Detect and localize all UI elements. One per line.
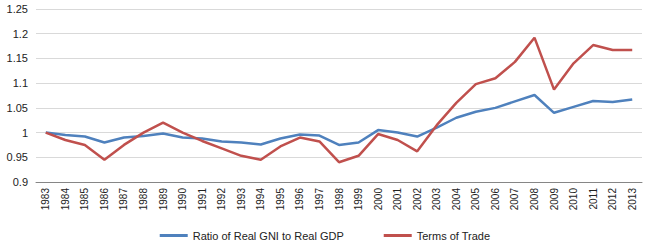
svg-text:1.15: 1.15 — [7, 52, 28, 64]
svg-text:1989: 1989 — [158, 188, 169, 211]
svg-text:2002: 2002 — [412, 188, 423, 211]
svg-text:1987: 1987 — [118, 188, 129, 211]
svg-text:2010: 2010 — [568, 188, 579, 211]
svg-text:2004: 2004 — [451, 188, 462, 211]
svg-text:1.2: 1.2 — [13, 28, 28, 40]
svg-text:Ratio of Real GNI to Real GDP: Ratio of Real GNI to Real GDP — [193, 230, 344, 242]
svg-text:1991: 1991 — [197, 188, 208, 211]
svg-text:1986: 1986 — [99, 188, 110, 211]
svg-text:1998: 1998 — [334, 188, 345, 211]
svg-text:2001: 2001 — [392, 188, 403, 211]
svg-text:1.05: 1.05 — [7, 102, 28, 114]
svg-text:1988: 1988 — [138, 188, 149, 211]
svg-text:1999: 1999 — [353, 188, 364, 211]
svg-text:2012: 2012 — [607, 188, 618, 211]
svg-text:1: 1 — [22, 127, 28, 139]
svg-text:1985: 1985 — [79, 188, 90, 211]
svg-text:2009: 2009 — [549, 188, 560, 211]
svg-text:1.25: 1.25 — [7, 3, 28, 15]
svg-text:1984: 1984 — [60, 188, 71, 211]
svg-text:0.9: 0.9 — [13, 176, 28, 188]
svg-text:1.1: 1.1 — [13, 77, 28, 89]
svg-text:2011: 2011 — [588, 188, 599, 210]
svg-text:Terms of Trade: Terms of Trade — [417, 230, 490, 242]
svg-text:2006: 2006 — [490, 188, 501, 211]
svg-text:1993: 1993 — [236, 188, 247, 211]
svg-text:1983: 1983 — [40, 188, 51, 211]
svg-text:2008: 2008 — [529, 188, 540, 211]
svg-text:2000: 2000 — [373, 188, 384, 211]
svg-text:2007: 2007 — [509, 188, 520, 211]
svg-text:0.95: 0.95 — [7, 151, 28, 163]
svg-text:2013: 2013 — [627, 188, 638, 211]
svg-text:1995: 1995 — [275, 188, 286, 211]
svg-text:2003: 2003 — [431, 188, 442, 211]
svg-text:1992: 1992 — [216, 188, 227, 211]
svg-text:1996: 1996 — [294, 188, 305, 211]
svg-text:1990: 1990 — [177, 188, 188, 211]
svg-text:2005: 2005 — [470, 188, 481, 211]
svg-text:1997: 1997 — [314, 188, 325, 211]
svg-text:1994: 1994 — [255, 188, 266, 211]
